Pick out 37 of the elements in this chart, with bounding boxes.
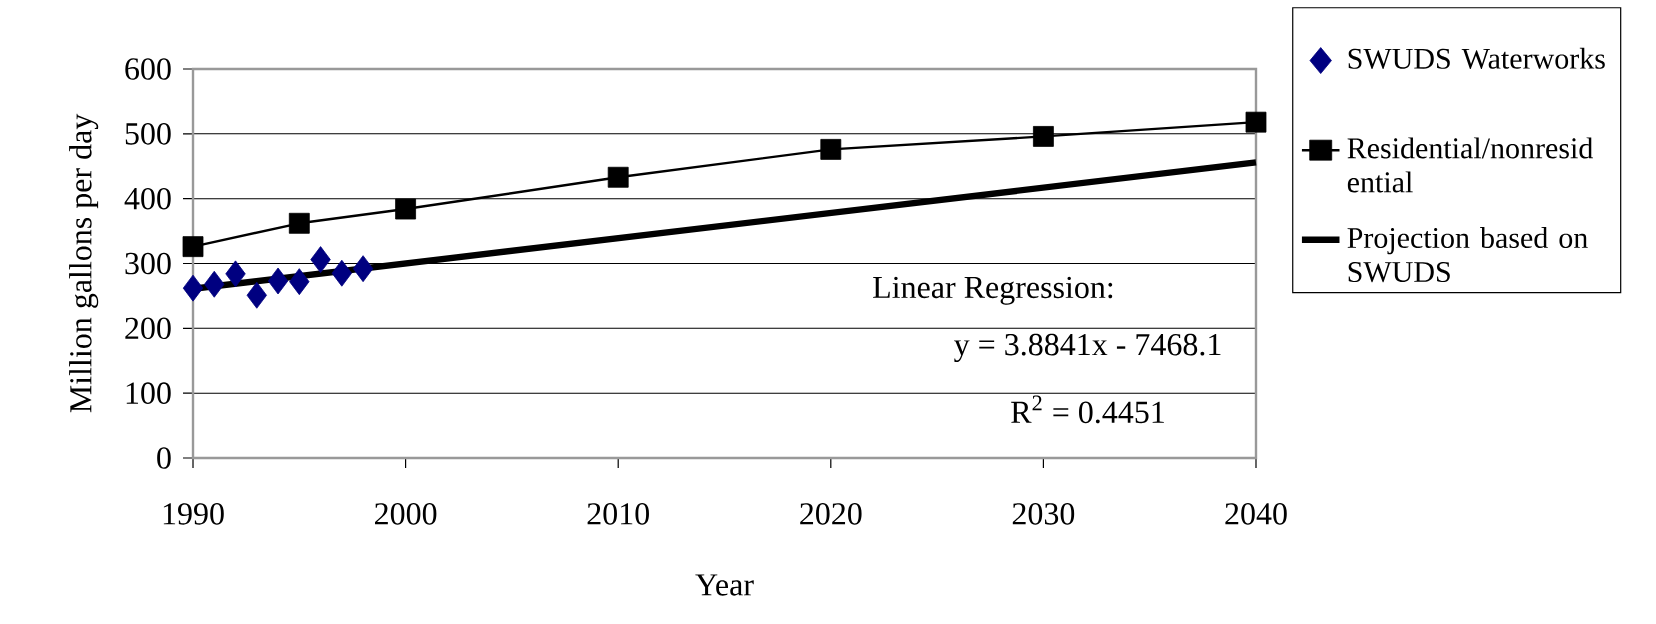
x-axis-title: Year: [695, 574, 754, 596]
point: [182, 236, 204, 258]
y-tick-label: 0: [157, 447, 171, 469]
annotation: Linear Regression:: [873, 276, 1113, 305]
point: [204, 270, 225, 298]
x-tick-label: 2000: [375, 503, 437, 525]
x-tick-label: 2030: [1012, 503, 1075, 525]
point: [352, 255, 374, 283]
point: [182, 274, 204, 302]
legend-label: Residential/nonresid ential: [1347, 137, 1593, 193]
x-tick-label: 2040: [1225, 503, 1287, 525]
point: [267, 267, 289, 295]
y-tick-label: 400: [124, 187, 171, 210]
x-tick-label: 2010: [587, 503, 649, 525]
point: [225, 260, 246, 288]
y-axis-title: Million gallons per day: [69, 113, 99, 413]
annotation: y = 3.8841x - 7468.1: [954, 333, 1221, 362]
legend-label: Projection based on SWUDS: [1347, 227, 1588, 283]
point: [1245, 111, 1267, 133]
y-tick-label: 500: [125, 123, 171, 145]
point: [331, 259, 352, 287]
point: [288, 212, 310, 234]
point: [820, 138, 842, 160]
legend-label: SWUDS Waterworks: [1348, 47, 1605, 70]
y-tick-label: 600: [125, 58, 171, 80]
point: [395, 198, 416, 220]
point: [246, 281, 267, 309]
annotation: R$^{2}$ = 0.4451: [1011, 395, 1164, 424]
point: [289, 268, 310, 296]
point: [607, 166, 629, 188]
x-tick-label: 1990: [163, 503, 224, 525]
x-tick-label: 2020: [800, 503, 862, 525]
y-tick-label: 300: [125, 252, 171, 275]
point: [1032, 126, 1054, 147]
point: [310, 246, 331, 273]
y-tick-label: 200: [125, 317, 171, 340]
y-tick-label: 100: [126, 382, 171, 404]
